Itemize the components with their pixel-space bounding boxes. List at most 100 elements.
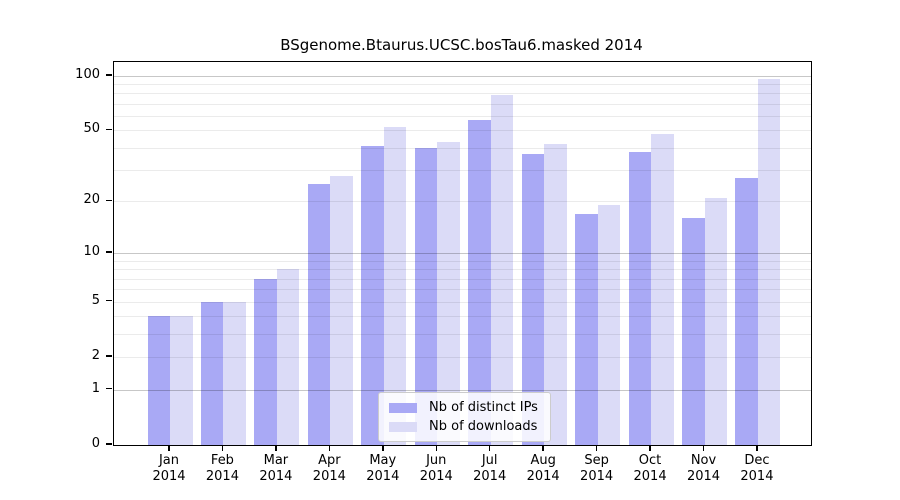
bar-downloads-sep — [597, 205, 621, 445]
x-tick-mark — [275, 445, 277, 451]
x-tick-mark — [595, 445, 598, 451]
chart-title: BSgenome.Btaurus.UCSC.bosTau6.masked 201… — [280, 36, 643, 54]
x-tick-label: Jul 2014 — [462, 453, 518, 485]
gridline-minor — [114, 260, 811, 262]
plot-area: Nb of distinct IPs Nb of downloads — [113, 61, 812, 446]
y-tick-label: 10 — [83, 244, 100, 260]
gridline-minor — [114, 170, 811, 172]
x-tick-label: Oct 2014 — [622, 453, 678, 485]
gridline-minor — [114, 269, 811, 271]
bar-distinct-ips-jan — [147, 316, 170, 445]
x-tick-label: Sep 2014 — [569, 453, 625, 485]
x-tick-mark — [488, 445, 491, 451]
y-tick-mark — [106, 199, 112, 202]
bar-downloads-may — [383, 127, 407, 445]
gridline-minor — [114, 357, 811, 359]
x-tick-label: May 2014 — [355, 453, 411, 485]
y-tick-mark — [106, 387, 112, 390]
x-tick-mark — [542, 445, 544, 451]
x-tick-label: Jan 2014 — [141, 453, 197, 485]
bar-distinct-ips-mar — [254, 278, 277, 445]
bar-distinct-ips-nov — [682, 218, 705, 445]
gridline-minor — [114, 334, 811, 336]
x-tick-label: Feb 2014 — [194, 453, 250, 485]
bar-distinct-ips-may — [361, 146, 384, 445]
y-tick-mark — [106, 128, 112, 131]
x-tick-label: Jun 2014 — [408, 453, 464, 485]
gridline-minor — [114, 147, 811, 149]
bar-distinct-ips-aug — [521, 154, 545, 445]
x-tick-label-year: 2014 — [205, 469, 239, 484]
x-tick-label-year: 2014 — [580, 469, 614, 484]
gridline-major — [114, 389, 811, 391]
x-tick-label: Aug 2014 — [515, 453, 571, 485]
bar-distinct-ips-dec — [735, 178, 758, 445]
x-tick-label-year: 2014 — [686, 469, 721, 484]
y-tick-label: 1 — [91, 380, 100, 396]
legend-label-distinct-ips: Nb of distinct IPs — [429, 400, 538, 415]
x-tick-mark — [168, 445, 170, 451]
bar-distinct-ips-feb — [200, 301, 224, 445]
gridline-minor — [114, 103, 811, 105]
x-tick-label-year: 2014 — [259, 469, 293, 484]
y-tick-label: 0 — [91, 436, 100, 451]
gridline-minor — [114, 289, 811, 291]
bar-downloads-aug — [544, 144, 567, 445]
x-tick-label-year: 2014 — [740, 469, 774, 484]
bar-downloads-feb — [223, 301, 246, 445]
x-tick-mark — [756, 445, 758, 451]
bar-downloads-jan — [170, 316, 193, 445]
x-tick-mark — [328, 445, 331, 451]
y-tick-label: 100 — [75, 66, 100, 82]
y-tick-mark — [106, 299, 112, 302]
x-tick-label-year: 2014 — [419, 469, 453, 484]
bar-distinct-ips-jul — [468, 120, 491, 445]
gridline-minor — [114, 93, 811, 95]
y-tick-mark — [106, 251, 112, 253]
bar-downloads-dec — [757, 79, 781, 445]
legend-entry-distinct-ips: Nb of distinct IPs — [389, 400, 538, 415]
bar-downloads-jun — [437, 142, 460, 445]
gridline-minor — [114, 116, 811, 118]
bar-distinct-ips-sep — [575, 213, 598, 445]
legend-swatch-downloads-icon — [389, 421, 417, 432]
x-tick-label: Mar 2014 — [248, 453, 304, 485]
legend-label-downloads: Nb of downloads — [429, 419, 538, 434]
x-tick-label-year: 2014 — [473, 469, 507, 484]
y-tick-mark — [106, 355, 112, 357]
x-tick-mark — [702, 445, 705, 451]
x-tick-label-year: 2014 — [312, 469, 346, 484]
bar-distinct-ips-jun — [414, 147, 438, 445]
bar-downloads-apr — [330, 175, 353, 445]
gridline-major — [114, 75, 811, 77]
gridline-minor — [114, 130, 811, 132]
y-tick-label: 2 — [91, 348, 100, 364]
gridline-major — [114, 253, 811, 255]
bar-downloads-jul — [490, 95, 514, 445]
legend-swatch-distinct-ips-icon — [389, 402, 417, 413]
gridline-minor — [114, 84, 811, 86]
x-tick-mark — [435, 445, 437, 451]
x-tick-mark — [382, 445, 384, 451]
bar-distinct-ips-oct — [628, 151, 652, 445]
legend-entry-downloads: Nb of downloads — [389, 419, 538, 434]
y-tick-mark — [106, 74, 112, 76]
gridline-minor — [114, 316, 811, 318]
gridline-minor — [114, 201, 811, 203]
legend: Nb of distinct IPs Nb of downloads — [378, 392, 551, 442]
gridline-minor — [114, 301, 811, 303]
y-tick-label: 20 — [83, 192, 100, 208]
y-tick-mark — [106, 443, 112, 445]
x-tick-label-year: 2014 — [152, 469, 186, 484]
y-tick-label: 50 — [83, 121, 100, 137]
x-tick-label: Dec 2014 — [729, 453, 785, 485]
x-tick-label-year: 2014 — [526, 469, 560, 484]
bar-downloads-nov — [704, 197, 727, 445]
x-tick-label-year: 2014 — [633, 469, 667, 484]
x-tick-mark — [649, 445, 651, 451]
x-tick-label: Apr 2014 — [301, 453, 357, 485]
x-tick-label: Nov 2014 — [676, 453, 732, 485]
x-tick-label-year: 2014 — [366, 469, 400, 484]
gridline-minor — [114, 278, 811, 280]
